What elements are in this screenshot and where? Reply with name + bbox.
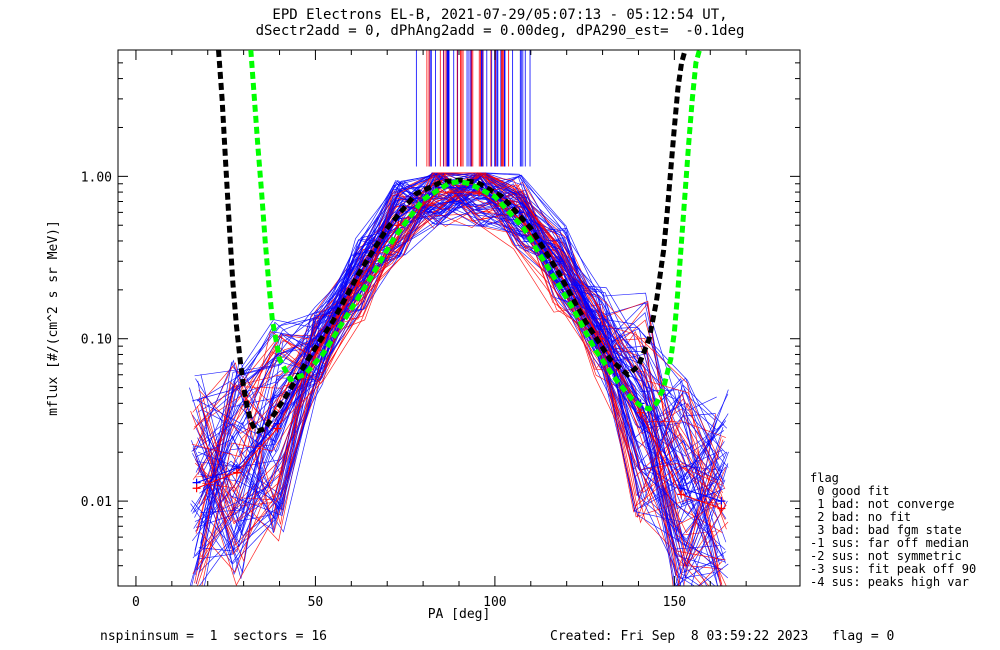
data-point-cross [677, 490, 686, 499]
spectrum-line [197, 201, 696, 586]
spectrum-line [201, 172, 720, 586]
x-tick-label: 0 [132, 595, 140, 610]
footer-left: nspininsum = 1 sectors = 16 [100, 629, 327, 644]
legend-item: 2 bad: no fit [810, 510, 912, 524]
spectrum-line [191, 197, 729, 542]
y-axis-label: mflux [#/(cm^2 s sr MeV)] [46, 220, 61, 416]
y-tick-label: 1.00 [81, 170, 112, 185]
spectrum-line [200, 186, 726, 523]
legend-item: -4 sus: peaks high var [810, 575, 969, 589]
spectrum-line [202, 172, 722, 507]
data-point-cross [717, 497, 726, 506]
legend-item: -3 sus: fit peak off 90 [810, 562, 977, 576]
spectrum-line [194, 172, 729, 586]
spectrum-line [190, 178, 720, 565]
spectrum-line [198, 182, 725, 586]
data-point-cross [273, 424, 282, 433]
spectrum-line [191, 172, 710, 586]
spectrum-line [191, 172, 716, 495]
spectrum-line [201, 172, 721, 579]
spectrum-line [199, 187, 717, 553]
spectrum-line [197, 207, 727, 567]
spectrum-line [192, 178, 719, 586]
legend-item: 3 bad: bad fgm state [810, 523, 962, 537]
flag-legend: flag 0 good fit 1 bad: not converge 2 ba… [810, 472, 976, 589]
data-point-cross [555, 257, 564, 266]
data-point-cross [394, 221, 403, 230]
spectrum-line [200, 187, 719, 544]
x-axis-label: PA [deg] [428, 607, 491, 622]
fit-curve-green [248, 50, 702, 412]
spectrum-line [201, 182, 727, 512]
spectrum-line [198, 174, 727, 586]
legend-item: -2 sus: not symmetric [810, 549, 962, 563]
legend-item: 0 good fit [810, 484, 890, 498]
y-tick-label: 0.10 [81, 333, 112, 348]
legend-title: flag [810, 471, 839, 485]
legend-item: -1 sus: far off median [810, 536, 969, 550]
data-point-cross [192, 484, 201, 493]
data-point-cross [717, 504, 726, 513]
spectrum-line [196, 177, 719, 578]
spectrum-line [191, 189, 724, 586]
spectrum-line [191, 180, 727, 485]
fit-curve-black [216, 50, 688, 434]
spectrum-line [200, 172, 718, 586]
series-line [196, 187, 722, 502]
chart-title-line2: dSectr2add = 0, dPhAng2add = 0.00deg, dP… [255, 23, 745, 39]
chart-title-line1: EPD Electrons EL-B, 2021-07-29/05:07:13 … [272, 7, 728, 23]
spectrum-line [192, 172, 717, 575]
x-tick-label: 100 [483, 595, 506, 610]
x-tick-label: 150 [663, 595, 686, 610]
legend-item: 1 bad: not converge [810, 497, 955, 511]
spectrum-line [198, 172, 725, 573]
data-point-cross [596, 321, 605, 330]
y-tick-label: 0.01 [81, 495, 112, 510]
data-point-cross [232, 468, 241, 477]
footer-right: Created: Fri Sep 8 03:59:22 2023 flag = … [550, 629, 895, 644]
x-tick-label: 50 [308, 595, 324, 610]
spectrum-line [195, 190, 729, 480]
spectrum-line [195, 173, 725, 506]
series-line [196, 191, 722, 509]
spectrum-line [194, 172, 723, 584]
data-point-cross [636, 408, 645, 417]
spectrum-line [201, 172, 717, 586]
